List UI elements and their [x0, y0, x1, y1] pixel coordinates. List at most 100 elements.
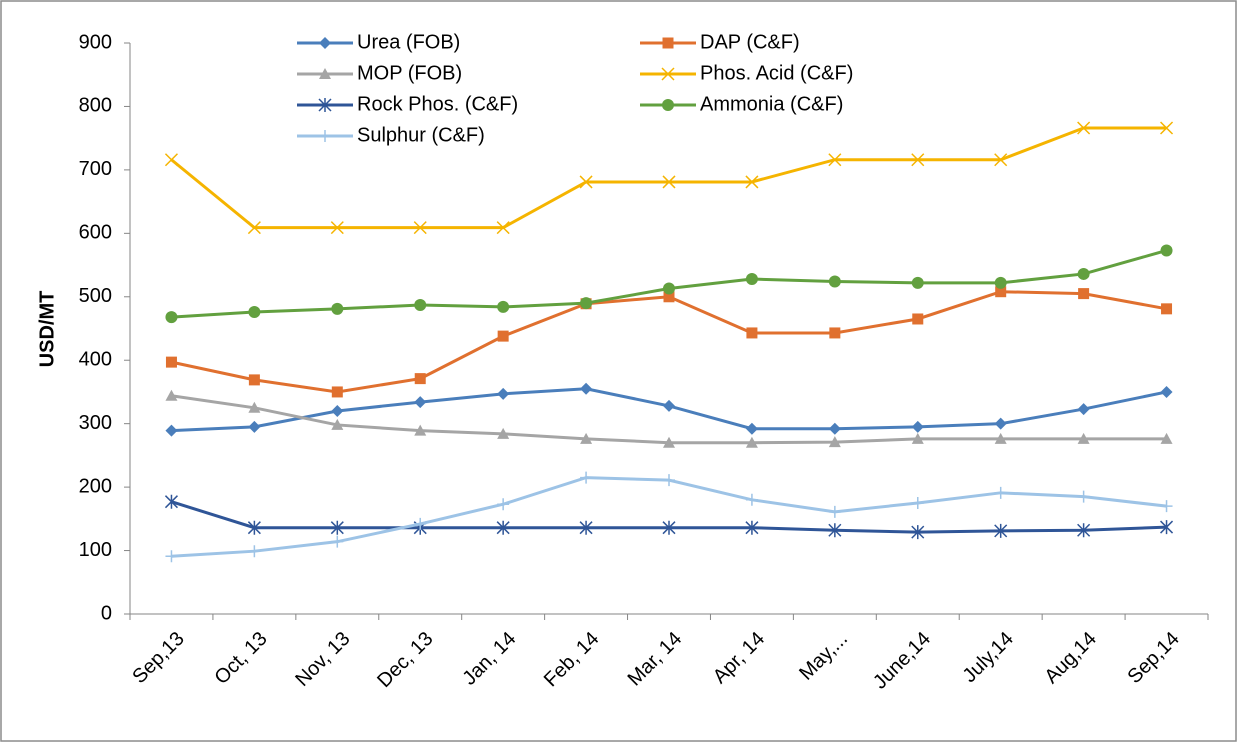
data-point: [829, 327, 841, 339]
data-point: [248, 374, 260, 386]
data-point: [745, 175, 759, 189]
data-point: [1077, 121, 1091, 135]
data-point: [911, 276, 924, 289]
data-point: [1160, 385, 1173, 398]
legend-marker: [661, 67, 675, 81]
legend-marker: [319, 37, 331, 49]
data-point: [994, 523, 1008, 538]
data-point: [414, 517, 427, 530]
data-point: [663, 399, 675, 412]
data-point: [497, 427, 510, 439]
data-point: [248, 545, 261, 558]
data-point: [330, 221, 344, 235]
data-point: [248, 306, 261, 319]
data-point: [414, 396, 427, 409]
y-tick-label: 800: [79, 95, 112, 117]
y-axis-title: USD/MT: [36, 291, 58, 368]
y-tick-label: 300: [79, 412, 112, 434]
data-point: [248, 401, 261, 413]
legend-label: Phos. Acid (C&F): [700, 62, 853, 84]
data-point: [164, 494, 178, 509]
data-point: [580, 471, 593, 484]
data-point: [579, 175, 593, 189]
data-point: [579, 520, 593, 535]
data-point: [911, 525, 925, 540]
data-point: [663, 282, 675, 295]
data-point: [745, 520, 759, 535]
data-point: [1077, 432, 1090, 444]
legend-label: Rock Phos. (C&F): [357, 93, 518, 115]
data-point: [331, 386, 343, 398]
data-point: [994, 153, 1008, 167]
data-point: [580, 432, 593, 444]
data-point: [497, 498, 510, 511]
legend-label: Urea (FOB): [357, 31, 460, 53]
y-tick-label: 400: [79, 349, 112, 371]
legend-label: DAP (C&F): [700, 31, 800, 53]
data-point: [662, 175, 676, 189]
legend-marker: [318, 98, 332, 112]
data-point: [497, 387, 510, 400]
data-point: [828, 436, 841, 448]
data-point: [165, 550, 178, 563]
data-point: [1160, 244, 1173, 257]
data-point: [165, 389, 178, 401]
data-point: [1077, 523, 1091, 538]
data-point: [994, 276, 1007, 289]
data-point: [994, 417, 1007, 430]
data-point: [745, 422, 758, 435]
data-point: [414, 373, 426, 385]
data-point: [1160, 500, 1173, 513]
y-tick-label: 700: [79, 158, 112, 180]
legend-label: Ammonia (C&F): [700, 93, 843, 115]
data-point: [414, 424, 427, 436]
data-point: [497, 300, 510, 313]
y-tick-label: 500: [79, 285, 112, 307]
y-tick-label: 0: [101, 602, 112, 624]
data-point: [745, 436, 758, 448]
data-point: [165, 311, 178, 324]
data-point: [1160, 432, 1173, 444]
data-point: [331, 302, 344, 315]
data-point: [248, 420, 261, 433]
data-point: [911, 432, 924, 444]
legend-marker: [662, 37, 674, 49]
data-point: [165, 424, 178, 437]
data-point: [994, 486, 1007, 499]
data-point: [745, 493, 758, 506]
legend-label: Sulphur (C&F): [357, 124, 485, 146]
data-point: [828, 275, 841, 288]
data-point: [331, 404, 344, 417]
data-point: [247, 520, 261, 535]
y-tick-label: 200: [79, 475, 112, 497]
data-point: [496, 520, 510, 535]
data-point: [1077, 267, 1090, 280]
data-point: [828, 153, 842, 167]
data-point: [663, 291, 675, 303]
data-point: [247, 221, 261, 235]
legend-marker: [319, 68, 331, 79]
data-point: [1160, 520, 1174, 535]
data-point: [746, 327, 758, 339]
data-point: [745, 273, 758, 286]
data-point: [828, 505, 841, 518]
data-point: [663, 474, 675, 487]
data-point: [663, 436, 675, 448]
data-point: [828, 422, 841, 435]
data-point: [912, 313, 924, 325]
data-point: [1160, 121, 1174, 135]
data-point: [995, 286, 1007, 298]
data-point: [496, 221, 510, 235]
data-point: [1161, 303, 1173, 315]
legend-marker: [662, 99, 674, 111]
data-point: [911, 420, 924, 433]
data-point: [413, 221, 427, 235]
data-point: [911, 153, 925, 167]
data-point: [414, 299, 427, 312]
data-point: [911, 496, 924, 509]
data-point: [1077, 490, 1090, 503]
data-point: [165, 356, 177, 368]
